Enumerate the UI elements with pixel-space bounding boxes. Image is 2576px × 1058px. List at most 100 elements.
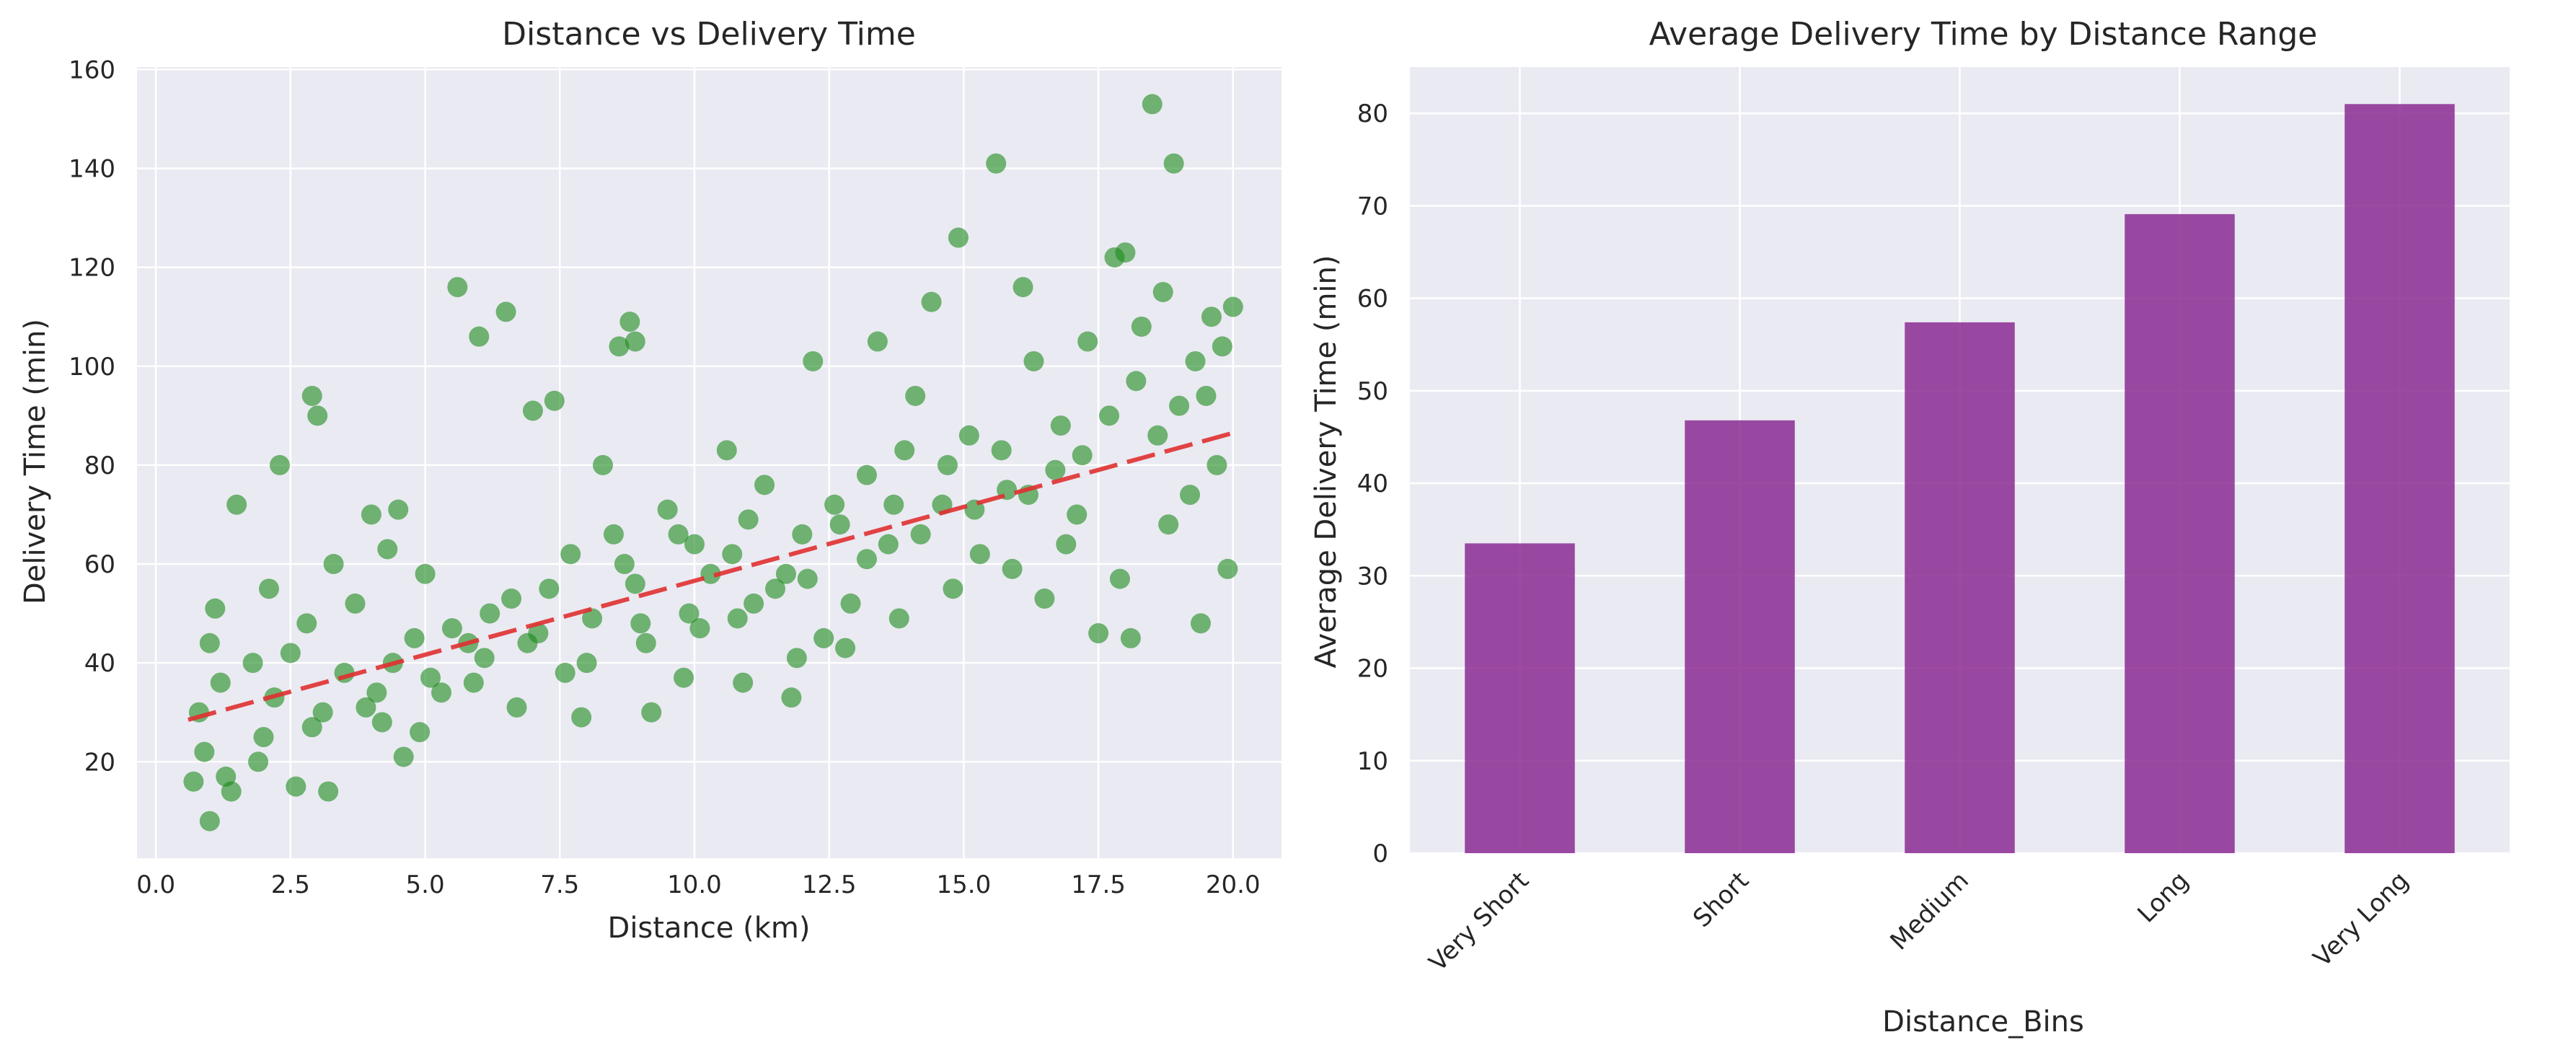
bar [2345,104,2455,854]
scatter-point [1099,405,1120,426]
scatter-point [867,331,888,352]
bar-y-tick-labels: 0 10 20 30 40 50 60 70 80 [1357,100,1388,868]
scatter-point [301,385,322,406]
scatter-point [657,499,678,520]
scatter-point [183,771,204,792]
scatter-panel: 0.0 2.5 5.0 7.5 10.0 12.5 15.0 17.5 20.0 20 40 60 8… [19,16,1282,945]
scatter-point [609,336,630,357]
scatter-point [630,613,651,634]
scatter-point [356,697,376,718]
bar-title: Average Delivery Time by Distance Range [1649,16,2318,53]
scatter-point [1013,277,1033,298]
scatter-x-tick-label: 0.0 [136,870,175,899]
scatter-point [700,563,721,584]
scatter-point [420,667,441,688]
scatter-point [393,746,414,767]
scatter-point [1190,613,1211,634]
scatter-point [1207,454,1227,475]
scatter-point [447,277,468,298]
scatter-x-tick-label: 2.5 [271,870,310,899]
scatter-point [544,390,565,411]
bar [1905,322,2015,853]
scatter-point [194,741,215,762]
scatter-point [1185,351,1206,371]
scatter-point [856,549,877,570]
bar-y-tick-label: 30 [1357,562,1388,591]
scatter-point [210,672,231,693]
scatter-point [560,544,581,565]
scatter-point [921,291,942,312]
scatter-point [269,454,290,475]
bar [2125,213,2235,853]
scatter-point [1067,504,1088,525]
scatter-point [463,672,484,693]
scatter-point [1120,627,1141,648]
scatter-point [539,578,560,599]
scatter-point [404,627,425,648]
scatter-point [738,509,759,530]
scatter-point [431,682,451,703]
scatter-point [781,687,802,708]
scatter-point [888,608,909,629]
scatter-point [744,593,764,614]
scatter-point [318,781,339,802]
scatter-point [786,648,807,669]
scatter-point [495,301,516,322]
scatter-point [366,682,387,703]
scatter-point [1222,296,1243,317]
scatter-point [1050,415,1071,436]
scatter-point [619,312,640,332]
scatter-point [840,593,861,614]
scatter-point [986,153,1007,174]
scatter-point [878,534,899,555]
bar-y-axis-label: Average Delivery Time (min) [1310,255,1343,669]
scatter-point [894,440,915,461]
scatter-point [410,722,431,743]
scatter-point [1056,534,1077,555]
scatter-point [754,475,775,495]
scatter-point [625,573,645,594]
scatter-y-tick-label: 120 [69,254,115,283]
scatter-point [226,494,247,515]
scatter-y-tick-label: 40 [84,649,115,678]
scatter-point [1147,425,1168,446]
trend-line [188,431,1234,722]
scatter-point [1169,395,1190,416]
scatter-y-tick-labels: 20 40 60 80 100 120 140 160 [69,56,115,777]
bar-bars [1465,104,2455,854]
scatter-point [593,454,614,475]
scatter-plot-area [137,67,1282,858]
scatter-point [1163,153,1184,174]
scatter-point [280,643,301,664]
bar-y-tick-label: 60 [1357,285,1388,314]
bar-y-tick-label: 50 [1357,377,1388,406]
scatter-point [501,588,522,609]
scatter-point [1109,568,1130,589]
scatter-point [1045,459,1066,480]
scatter-point [415,563,436,584]
scatter-point [361,504,381,525]
scatter-point [856,464,877,485]
scatter-point [388,499,409,520]
scatter-grid [137,67,1282,858]
scatter-point [614,554,635,575]
scatter-point [792,524,813,545]
scatter-point [1088,623,1109,644]
scatter-point [679,603,700,624]
scatter-point [469,326,490,347]
scatter-point [506,697,527,718]
scatter-point [199,811,220,832]
scatter-point [199,632,220,653]
scatter-point [668,524,689,545]
scatter-point [323,554,344,575]
scatter-point [205,598,226,619]
scatter-point [824,494,845,515]
scatter-point [813,627,834,648]
scatter-point [835,638,856,658]
scatter-x-tick-label: 7.5 [540,870,579,899]
bar-y-tick-label: 10 [1357,747,1388,776]
scatter-point [1034,588,1055,609]
scatter-point [1131,316,1152,337]
scatter-point [1152,281,1173,302]
scatter-y-tick-label: 160 [69,56,115,84]
